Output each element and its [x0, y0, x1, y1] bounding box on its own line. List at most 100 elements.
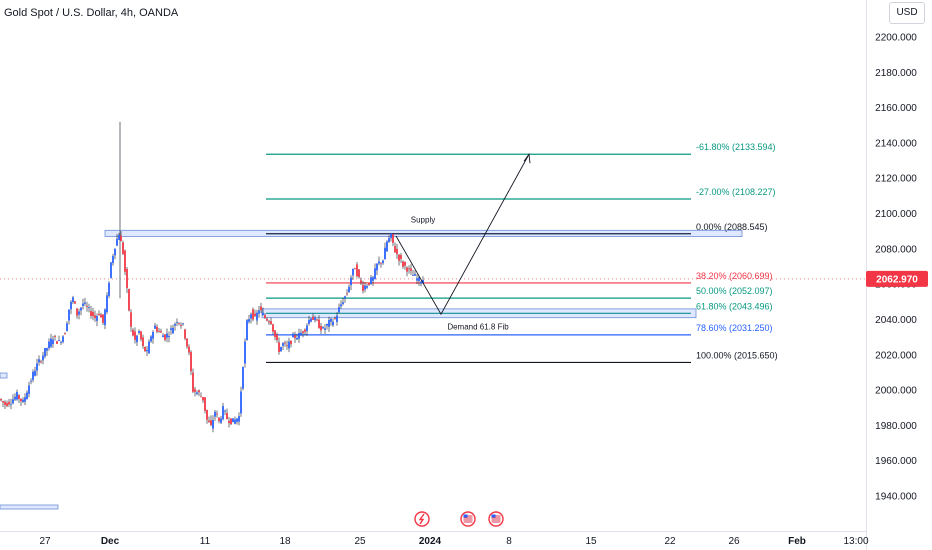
candle-body [56, 341, 58, 344]
price-tick-label: 2040.000 [875, 315, 917, 326]
drawings[interactable] [395, 153, 531, 316]
candle-body [332, 321, 334, 326]
fib-level-label: 78.60% (2031.250) [696, 323, 773, 333]
current-price-tag [866, 270, 928, 287]
candle-body [350, 277, 352, 286]
candle-body [298, 332, 300, 339]
candle-body [242, 367, 244, 389]
candle-body [420, 281, 422, 284]
demand-zone[interactable] [261, 308, 697, 319]
fib-level-label: -61.80% (2133.594) [696, 142, 776, 152]
candle-body [372, 277, 374, 281]
candle-body [212, 420, 214, 429]
candle-body [384, 247, 386, 260]
candle-body [0, 398, 2, 401]
candle-body [64, 333, 66, 335]
candle-body [250, 314, 252, 319]
offscreen-zone-box[interactable] [0, 504, 59, 510]
candle-body [118, 234, 120, 240]
candle-body [324, 328, 326, 330]
candle-body [300, 332, 302, 336]
candle-body [210, 420, 212, 426]
candle-body [76, 308, 78, 316]
candle-body [26, 392, 28, 400]
candle-body [310, 318, 312, 322]
candle-body [130, 312, 132, 327]
candle-body [304, 329, 306, 332]
candle-body [108, 282, 110, 296]
price-tick-label: 2120.000 [875, 174, 917, 185]
candle-body [80, 307, 82, 311]
candle-body [66, 323, 68, 331]
candle-body [230, 418, 232, 425]
candle-body [302, 331, 304, 334]
candle-body [244, 341, 246, 364]
candle-body [422, 279, 424, 284]
time-tick-label: 22 [664, 536, 676, 547]
candle-body [128, 289, 130, 311]
candle-body [164, 334, 166, 340]
candle-body [86, 305, 88, 307]
supply-zone-label: Supply [411, 215, 435, 224]
candle-body [278, 342, 280, 352]
candle-body [140, 331, 142, 340]
candle-body [188, 346, 190, 353]
candle-body [24, 397, 26, 402]
candle-body [206, 409, 208, 420]
candle-body [58, 340, 60, 341]
candle-body [92, 311, 94, 317]
price-tick-label: 2000.000 [875, 386, 917, 397]
price-tick-label: 2020.000 [875, 350, 917, 361]
candle-body [180, 324, 182, 326]
lightning-icon [418, 513, 425, 525]
candle-body [394, 246, 396, 253]
candle-body [326, 323, 328, 326]
time-tick-label: 8 [506, 536, 512, 547]
candle-body [312, 316, 314, 320]
candle-body [336, 315, 338, 323]
candle-body [14, 396, 16, 400]
candle-body [406, 267, 408, 272]
candle-body [262, 312, 264, 316]
us-flag-icon[interactable] [488, 511, 504, 527]
fib-retracement[interactable]: -61.80% (2133.594) -27.00% (2108.227) 0.00… [266, 142, 778, 364]
price-tick-label: 1940.000 [875, 492, 917, 503]
dividend-icon[interactable] [414, 511, 430, 527]
candle-body [50, 338, 52, 347]
candle-body [340, 304, 342, 307]
candle-body [62, 336, 64, 342]
candle-body [34, 370, 36, 376]
candle-body [88, 307, 90, 308]
event-icons[interactable] [414, 511, 504, 527]
candle-body [82, 303, 84, 306]
candle-body [386, 241, 388, 252]
supply-zone[interactable] [104, 229, 743, 237]
candle-body [224, 410, 226, 412]
fib-level-label: 38.20% (2060.699) [696, 271, 773, 281]
candle-body [98, 313, 100, 315]
candle-body [154, 325, 156, 329]
candle-body [186, 338, 188, 347]
candle-body [116, 238, 118, 246]
us-flag-icon[interactable] [460, 511, 476, 527]
candle-body [114, 248, 116, 256]
zones[interactable]: Supply Demand 61.8 Fib [0, 215, 743, 510]
candle-body [44, 348, 46, 357]
candle-body [282, 343, 284, 346]
price-tick-label: 2160.000 [875, 103, 917, 114]
candle-body [202, 396, 204, 401]
candle-body [292, 333, 294, 338]
candle-body [360, 280, 362, 283]
candle-body [396, 248, 398, 255]
projection-path[interactable] [395, 154, 530, 316]
currency-button[interactable]: USD [889, 2, 925, 24]
candle-body [348, 286, 350, 293]
candle-body [110, 262, 112, 278]
candle-body [308, 319, 310, 324]
price-tick-label: 2180.000 [875, 68, 917, 79]
candle-body [138, 331, 140, 333]
offscreen-zone-box[interactable] [0, 372, 8, 379]
candle-body [380, 262, 382, 264]
arrow-head [523, 153, 531, 164]
